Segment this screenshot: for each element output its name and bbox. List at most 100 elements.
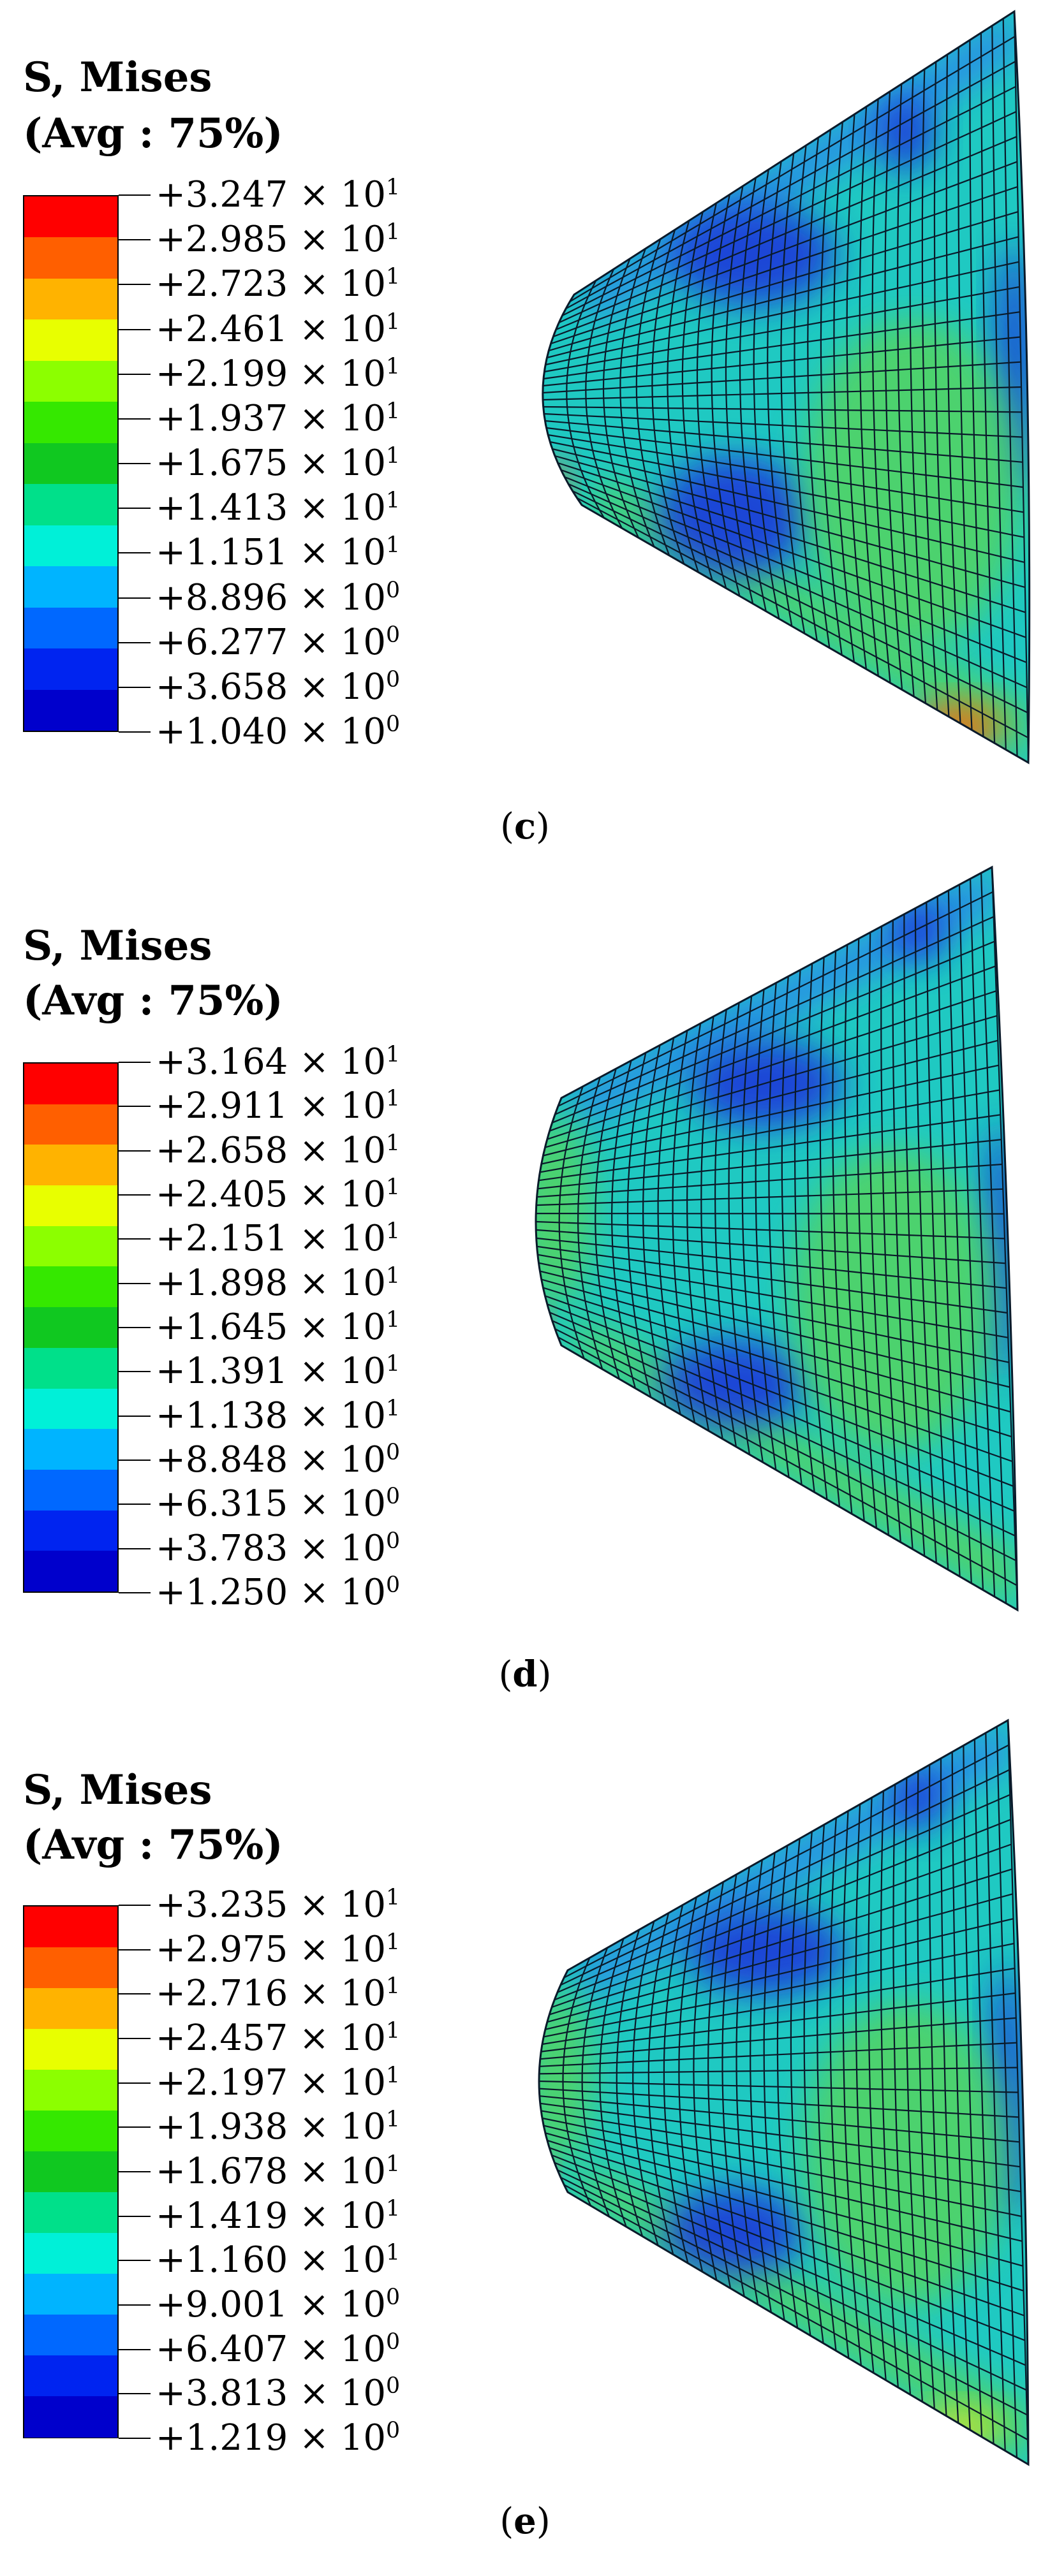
colorbar-tick — [119, 2348, 151, 2350]
colorbar-value: +1.937 × 101 — [156, 397, 401, 439]
colorbar-tick — [119, 2126, 151, 2128]
colorbar-value: +1.219 × 100 — [156, 2417, 401, 2459]
panel-c: S, Mises (Avg : 75%) (c) +3.247 × 101 +2.… — [0, 0, 1050, 854]
colorbar-value: +3.164 × 101 — [156, 1041, 401, 1083]
colorbar-tick — [119, 1062, 151, 1063]
colorbar-tick — [119, 1415, 151, 1417]
colorbar-tick — [119, 418, 151, 420]
colorbar-swatch — [24, 607, 117, 649]
mesh-outline — [535, 865, 1019, 1612]
colorbar-value: +1.160 × 101 — [156, 2239, 401, 2281]
colorbar-swatch — [24, 1988, 117, 2030]
colorbar-value: +1.678 × 101 — [156, 2151, 401, 2192]
colorbar-swatch — [24, 1145, 117, 1186]
colorbar-swatch — [24, 1510, 117, 1551]
colorbar-tick — [119, 328, 151, 330]
colorbar-swatch — [24, 402, 117, 444]
mesh-outline — [538, 1718, 1030, 2466]
colorbar-value: +2.197 × 101 — [156, 2061, 401, 2104]
colorbar-value: +8.848 × 100 — [156, 1439, 401, 1481]
colorbar-swatch — [24, 443, 117, 485]
colorbar-tick — [119, 1460, 151, 1461]
colorbar-value: +2.723 × 101 — [156, 263, 401, 305]
colorbar-swatch — [24, 689, 117, 731]
colorbar-swatch — [24, 278, 117, 320]
colorbar-value: +3.783 × 100 — [156, 1527, 401, 1569]
colorbar-value: +2.405 × 101 — [156, 1174, 401, 1215]
panel-label: (c) — [500, 805, 550, 847]
colorbar-tick — [119, 1282, 151, 1284]
colorbar-tick — [119, 1327, 151, 1328]
colorbar-swatch — [24, 1307, 117, 1349]
legend-title-line1: S, Mises — [23, 54, 212, 101]
colorbar-swatch — [24, 2070, 117, 2111]
colorbar-swatch — [24, 319, 117, 362]
colorbar-value: +8.896 × 100 — [156, 576, 401, 618]
colorbar-swatch — [24, 196, 117, 238]
colorbar-value: +6.277 × 100 — [156, 621, 401, 663]
colorbar-swatch — [24, 1388, 117, 1430]
colorbar-value: +3.235 × 101 — [156, 1884, 401, 1926]
legend-title-line2: (Avg : 75%) — [23, 977, 283, 1025]
colorbar-swatch — [24, 1429, 117, 1470]
panel-e: S, Mises (Avg : 75%) (e) +3.235 × 101 +2.… — [0, 1709, 1050, 2563]
colorbar-tick — [119, 2038, 151, 2039]
colorbar-value: +1.250 × 100 — [156, 1572, 401, 1613]
colorbar-swatch — [24, 2274, 117, 2315]
colorbar-tick — [119, 1548, 151, 1549]
colorbar-tick — [119, 1238, 151, 1240]
colorbar-tick — [119, 1371, 151, 1373]
colorbar-value: +1.391 × 101 — [156, 1350, 401, 1393]
colorbar-swatch — [24, 2396, 117, 2438]
colorbar-swatch — [24, 1064, 117, 1105]
legend-title-line1: S, Mises — [23, 922, 212, 970]
colorbar-swatch — [24, 525, 117, 567]
colorbar-tick — [119, 641, 151, 643]
colorbar — [23, 1905, 119, 2438]
colorbar — [23, 1062, 119, 1593]
colorbar-tick — [119, 686, 151, 688]
colorbar-tick — [119, 1949, 151, 1950]
colorbar-tick — [119, 463, 151, 464]
legend-title-line2: (Avg : 75%) — [23, 110, 283, 157]
colorbar-tick — [119, 2438, 151, 2439]
colorbar-tick — [119, 1592, 151, 1593]
colorbar-tick — [119, 1106, 151, 1108]
colorbar-swatch — [24, 237, 117, 279]
colorbar-swatch — [24, 566, 117, 608]
colorbar-value: +2.911 × 101 — [156, 1085, 401, 1127]
colorbar-tick — [119, 508, 151, 509]
colorbar-tick — [119, 1504, 151, 1505]
colorbar-tick — [119, 2082, 151, 2084]
colorbar-swatch — [24, 360, 117, 402]
colorbar-value: +3.658 × 100 — [156, 666, 401, 708]
colorbar-swatch — [24, 1185, 117, 1227]
colorbar-tick — [119, 284, 151, 286]
colorbar-value: +1.413 × 101 — [156, 487, 401, 529]
colorbar-swatch — [24, 1551, 117, 1592]
colorbar-swatch — [24, 1347, 117, 1389]
colorbar-swatch — [24, 1266, 117, 1308]
fe-model-c — [542, 10, 1031, 765]
colorbar-swatch — [24, 2315, 117, 2356]
colorbar-tick — [119, 1150, 151, 1152]
colorbar-value: +2.985 × 101 — [156, 219, 401, 261]
colorbar-tick — [119, 1905, 151, 1906]
colorbar-swatch — [24, 1906, 117, 1948]
colorbar-swatch — [24, 2029, 117, 2070]
colorbar-value: +2.151 × 101 — [156, 1218, 401, 1260]
colorbar-tick — [119, 552, 151, 554]
colorbar-swatch — [24, 2233, 117, 2274]
colorbar-value: +9.001 × 100 — [156, 2284, 401, 2325]
colorbar-value: +1.675 × 101 — [156, 443, 401, 484]
colorbar-value: +2.975 × 101 — [156, 1928, 401, 1970]
colorbar-swatch — [24, 1469, 117, 1511]
panel-label: (e) — [499, 2500, 551, 2542]
colorbar-value: +1.138 × 101 — [156, 1394, 401, 1437]
mesh-grid — [535, 867, 1019, 1611]
colorbar-value: +3.247 × 101 — [156, 174, 401, 216]
colorbar-value: +1.040 × 100 — [156, 711, 401, 752]
panel-label: (d) — [498, 1653, 552, 1695]
colorbar-tick — [119, 2304, 151, 2306]
colorbar-swatch — [24, 1104, 117, 1145]
